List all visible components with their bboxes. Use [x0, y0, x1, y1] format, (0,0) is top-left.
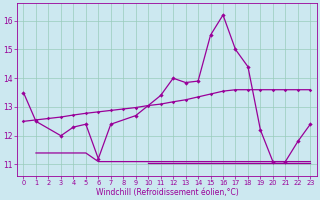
- X-axis label: Windchill (Refroidissement éolien,°C): Windchill (Refroidissement éolien,°C): [96, 188, 238, 197]
